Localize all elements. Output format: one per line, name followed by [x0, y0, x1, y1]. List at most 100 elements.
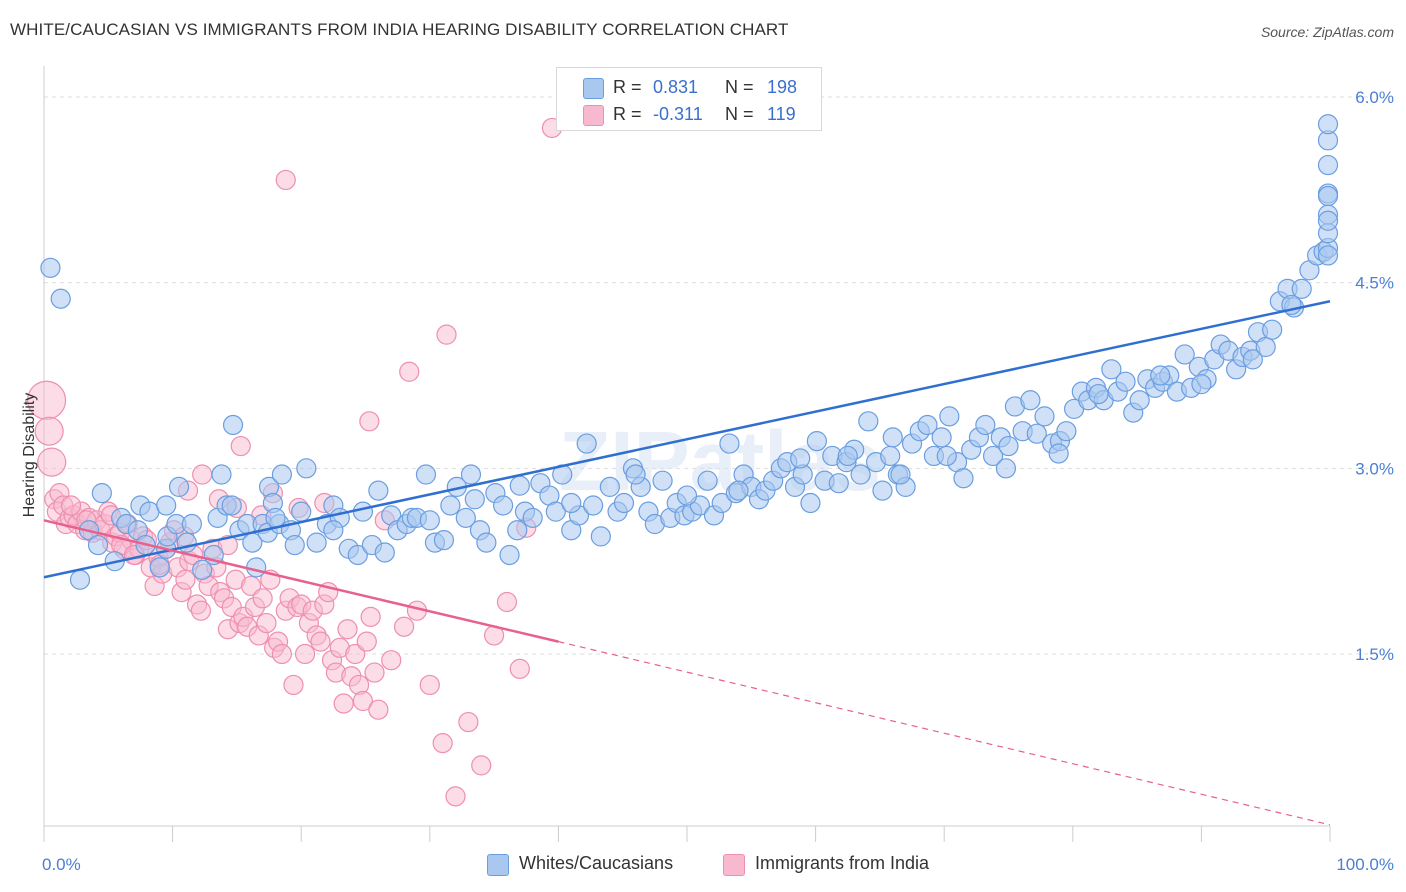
india-trend-line — [43, 519, 559, 643]
whites-point — [1129, 390, 1150, 411]
india-point — [368, 699, 389, 720]
y-axis-label: Hearing Disability — [21, 393, 38, 518]
whites-point — [583, 495, 604, 516]
whites-point — [493, 495, 514, 516]
whites-swatch — [487, 854, 509, 876]
whites-point — [509, 475, 530, 496]
india-point — [192, 464, 213, 485]
whites-point — [652, 470, 673, 491]
india-point — [294, 643, 316, 665]
whites-point — [522, 507, 543, 528]
whites-point — [828, 473, 849, 494]
legend-label: Whites/Caucasians — [519, 853, 674, 873]
whites-point — [221, 495, 242, 516]
whites-point — [1115, 371, 1136, 392]
y-tick-label: 6.0% — [1355, 88, 1394, 107]
whites-point — [368, 480, 389, 501]
whites-point — [995, 458, 1017, 479]
whites-point — [1088, 383, 1109, 405]
whites-point — [156, 495, 177, 516]
india-point — [509, 658, 530, 679]
n-label: N = — [725, 77, 754, 97]
whites-point — [181, 513, 202, 535]
n-label: N = — [725, 104, 754, 124]
india-point — [283, 674, 304, 696]
whites-point — [837, 445, 858, 467]
correlation-legend: R = 0.831 N = 198 R = -0.311 N = 119 — [556, 67, 822, 131]
whites-trend-line — [43, 300, 1331, 579]
whites-point — [882, 427, 903, 448]
india-point — [275, 169, 296, 191]
whites-point — [1020, 390, 1041, 411]
whites-point — [1191, 374, 1212, 395]
whites-point — [1048, 443, 1069, 464]
whites-point — [50, 288, 71, 309]
whites-point — [1317, 185, 1339, 207]
whites-point — [352, 501, 374, 522]
whites-point — [545, 501, 566, 522]
india-point — [240, 575, 262, 597]
india-point — [337, 619, 358, 640]
whites-point — [806, 431, 827, 452]
india-point — [419, 674, 440, 696]
whites-point — [433, 530, 455, 551]
india-point — [471, 755, 492, 776]
whites-point — [599, 476, 620, 497]
india-point — [381, 650, 402, 671]
whites-point — [374, 542, 395, 563]
whites-point — [455, 507, 476, 528]
india-point — [458, 711, 479, 733]
whites-point — [939, 406, 960, 427]
india-trend-extension — [558, 641, 1331, 826]
whites-point — [419, 510, 440, 531]
whites-point — [464, 489, 485, 510]
india-point — [393, 616, 415, 637]
india-point — [190, 600, 211, 621]
whites-point — [1317, 114, 1339, 135]
whites-point — [1317, 210, 1339, 231]
whites-point — [1291, 278, 1312, 299]
whites-point — [40, 257, 61, 278]
legend-row-india: R = -0.311 N = 119 — [557, 101, 821, 127]
india-points — [26, 117, 563, 807]
india-point — [364, 662, 385, 683]
india-point — [333, 693, 354, 714]
whites-point — [953, 468, 974, 489]
whites-point — [880, 445, 901, 467]
r-label: R = — [613, 77, 642, 97]
india-point — [34, 416, 64, 446]
whites-point — [168, 476, 190, 497]
whites-point — [192, 559, 213, 580]
whites-point — [284, 534, 305, 556]
whites-point — [246, 557, 267, 578]
whites-point — [576, 433, 597, 454]
whites-point — [1056, 421, 1077, 442]
india-point — [496, 591, 518, 613]
whites-point — [265, 507, 286, 528]
whites-point — [1150, 365, 1171, 386]
india-point — [37, 447, 67, 477]
whites-point — [931, 427, 952, 448]
x-tick-label: 100.0% — [1336, 855, 1394, 874]
whites-point — [291, 501, 312, 522]
whites-point — [613, 492, 635, 514]
whites-point — [858, 411, 879, 432]
whites-point — [1262, 319, 1283, 340]
r-value: -0.311 — [653, 104, 703, 124]
whites-point — [211, 464, 232, 485]
india-point — [445, 786, 466, 807]
whites-point — [296, 458, 317, 479]
whites-point — [850, 464, 871, 485]
legend-label: Immigrants from India — [755, 853, 930, 873]
whites-point — [347, 544, 368, 566]
chart-title: WHITE/CAUCASIAN VS IMMIGRANTS FROM INDIA… — [10, 20, 789, 39]
whites-point — [790, 448, 811, 469]
whites-point — [1174, 344, 1195, 365]
whites-point — [476, 532, 497, 553]
whites-point — [499, 544, 520, 566]
whites-point — [91, 482, 112, 504]
whites-point — [936, 445, 957, 467]
whites-point — [1034, 406, 1055, 427]
y-tick-label: 4.5% — [1355, 274, 1394, 293]
